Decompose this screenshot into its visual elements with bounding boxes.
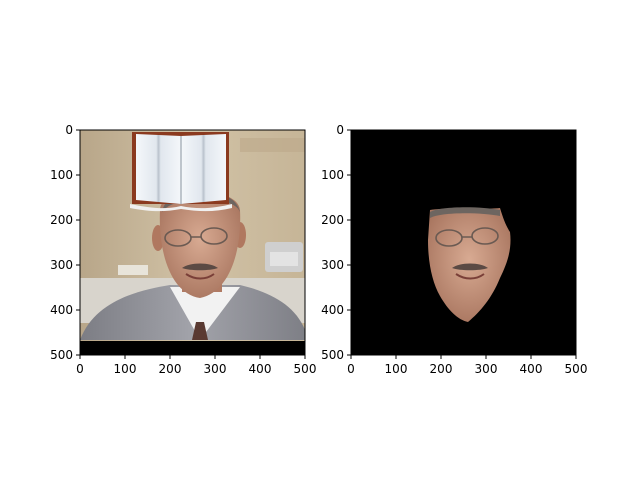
y-tick-label: 200 xyxy=(50,213,73,227)
y-tick-label: 400 xyxy=(321,303,344,317)
y-tick-label: 300 xyxy=(50,258,73,272)
x-tick-label: 0 xyxy=(347,362,355,376)
x-tick-label: 400 xyxy=(520,362,543,376)
x-tick-label: 500 xyxy=(294,362,317,376)
y-tick-label: 400 xyxy=(50,303,73,317)
y-axis: 0 100 200 300 400 500 xyxy=(50,123,80,362)
x-tick-label: 0 xyxy=(76,362,84,376)
axes-frame xyxy=(79,129,306,356)
x-tick-label: 100 xyxy=(385,362,408,376)
y-tick-label: 0 xyxy=(65,123,73,137)
axes-frame xyxy=(350,129,577,356)
x-tick-label: 200 xyxy=(159,362,182,376)
x-tick-label: 300 xyxy=(475,362,498,376)
mask-image xyxy=(351,130,576,355)
photo-image xyxy=(80,130,305,355)
y-tick-label: 500 xyxy=(50,348,73,362)
x-axis: 0 100 200 300 400 500 xyxy=(347,355,587,376)
y-tick-label: 300 xyxy=(321,258,344,272)
panel-photo: 0 100 200 300 400 500 0 100 200 300 400 500 xyxy=(50,123,316,376)
y-tick-label: 500 xyxy=(321,348,344,362)
x-tick-label: 400 xyxy=(249,362,272,376)
y-tick-label: 100 xyxy=(50,168,73,182)
y-axis: 0 100 200 300 400 500 xyxy=(321,123,351,362)
x-tick-label: 500 xyxy=(565,362,588,376)
y-tick-label: 200 xyxy=(321,213,344,227)
x-tick-label: 200 xyxy=(430,362,453,376)
y-tick-label: 100 xyxy=(321,168,344,182)
y-tick-label: 0 xyxy=(336,123,344,137)
x-axis: 0 100 200 300 400 500 xyxy=(76,355,316,376)
x-tick-label: 300 xyxy=(204,362,227,376)
panel-mask: 0 100 200 300 400 500 0 100 200 300 400 500 xyxy=(321,123,587,376)
x-tick-label: 100 xyxy=(114,362,137,376)
